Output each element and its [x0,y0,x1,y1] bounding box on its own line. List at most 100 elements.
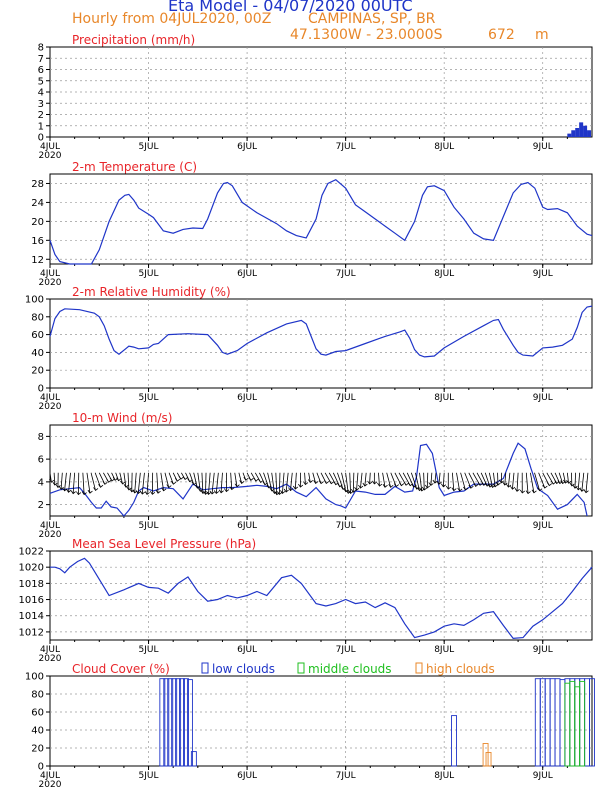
header-title: Eta Model - 04/07/2020 00UTC [168,0,413,15]
y-tick-label: 1014 [19,611,44,622]
wind-arrowhead [150,491,156,495]
wind-arrow [511,472,515,490]
wind-arrow [294,472,297,490]
wind-arrowhead [362,482,368,487]
x-tick-label: 6JUL [237,269,257,279]
wind-arrow [386,472,392,488]
wind-arrowhead [198,488,204,492]
wind-arrow [558,472,564,484]
legend-swatch [297,662,305,674]
wind-arrowhead [428,482,434,487]
x-tick-label: 9JUL [533,393,553,403]
wind-arrowhead [393,483,399,488]
wind-arrow [189,472,195,485]
wind-arrow [160,472,165,491]
cloud-bar-low-clouds [190,751,197,767]
wind-arrowhead [93,487,99,492]
wind-arrow [378,472,380,487]
legend-label: high clouds [426,662,495,676]
wind-arrowhead [52,481,58,486]
cloud-bar-low-clouds [167,678,174,767]
wind-arrow [193,472,198,489]
wind-arrow [349,472,351,494]
wind-arrowhead [174,477,181,482]
x-tick-label: 4JUL [40,393,60,403]
wind-arrow [419,472,423,491]
wind-arrowhead [367,480,373,485]
x-tick-label: 8JUL [434,142,454,152]
wind-arrowhead [155,489,161,494]
wind-arrow [64,472,67,491]
wind-arrowhead [350,488,357,493]
wind-arrowhead [419,487,425,492]
x-tick-label: 8JUL [434,645,454,655]
cloud-bar-low-clouds [183,678,189,767]
wind-arrow [275,472,278,495]
wind-arrow [464,472,472,489]
x-tick-year: 2020 [39,278,62,288]
wind-arrowhead [229,486,235,491]
wind-arrow [82,472,85,495]
panel-cloud: 0 20 40 60 80 100 4JUL2020 5JUL 6JUL 7JUL 8JUL 9JUL… [25,662,595,790]
x-tick-label: 9JUL [533,645,553,655]
y-tick-label: 16 [31,236,44,247]
wind-arrowhead [463,486,469,491]
y-tick-label: 1 [38,121,44,132]
wind-arrow [352,472,355,493]
cloud-bar-low-clouds [584,678,591,767]
wind-arrowhead [525,490,531,495]
x-tick-year: 2020 [39,654,62,664]
cloud-bar-high-clouds [482,743,489,767]
wind-arrowhead [473,483,479,487]
header-coords: 47.1300W - 23.0000S [290,27,443,43]
wind-arrow [345,472,349,494]
wind-arrow [119,472,123,485]
wind-arrowhead [542,484,548,489]
cloud-bar-low-clouds [559,679,566,767]
wind-arrowhead [288,487,294,492]
wind-arrowhead [424,484,431,489]
wind-arrow [164,472,170,488]
precip-bar [587,130,592,137]
wind-arrow [484,472,491,488]
wind-line [49,442,588,517]
wind-arrow [278,472,281,495]
wind-arrowhead [583,489,589,494]
wind-arrow [137,472,141,494]
wind-arrow [312,472,317,484]
wind-arrow [282,472,285,494]
y-tick-label: 3 [38,99,44,110]
wind-arrow [538,472,546,489]
wind-arrowhead [531,489,537,494]
wind-arrowhead [126,486,132,491]
wind-arrow [566,472,569,484]
wind-arrowhead [98,484,104,488]
wind-arrowhead [112,477,118,481]
wind-arrow [504,472,507,486]
wind-arrowhead [313,480,319,484]
wind-arrow [168,472,174,485]
wind-arrow [94,472,101,488]
y-tick-label: 6 [38,65,44,76]
wind-arrowhead [87,489,93,494]
wind-arrow [60,472,63,490]
wind-arrowhead [218,489,224,494]
wind-arrowhead [441,483,447,488]
temp-line [49,178,593,265]
wind-arrow [525,472,529,494]
wind-arrowhead [318,480,324,485]
wind-arrow [205,472,207,495]
wind-arrowhead [498,479,505,484]
y-tick-label: 4 [38,477,44,488]
wind-arrow [534,472,541,491]
wind-arrow [230,472,233,490]
panel-frame [49,298,593,389]
cloud-bar-low-clouds [544,678,551,767]
x-tick-label: 7JUL [336,645,356,655]
wind-arrowhead [195,484,201,489]
x-tick-label: 8JUL [434,521,454,531]
wind-arrowhead [213,490,220,494]
wind-arrowhead [76,491,82,496]
wind-arrowhead [403,481,409,486]
